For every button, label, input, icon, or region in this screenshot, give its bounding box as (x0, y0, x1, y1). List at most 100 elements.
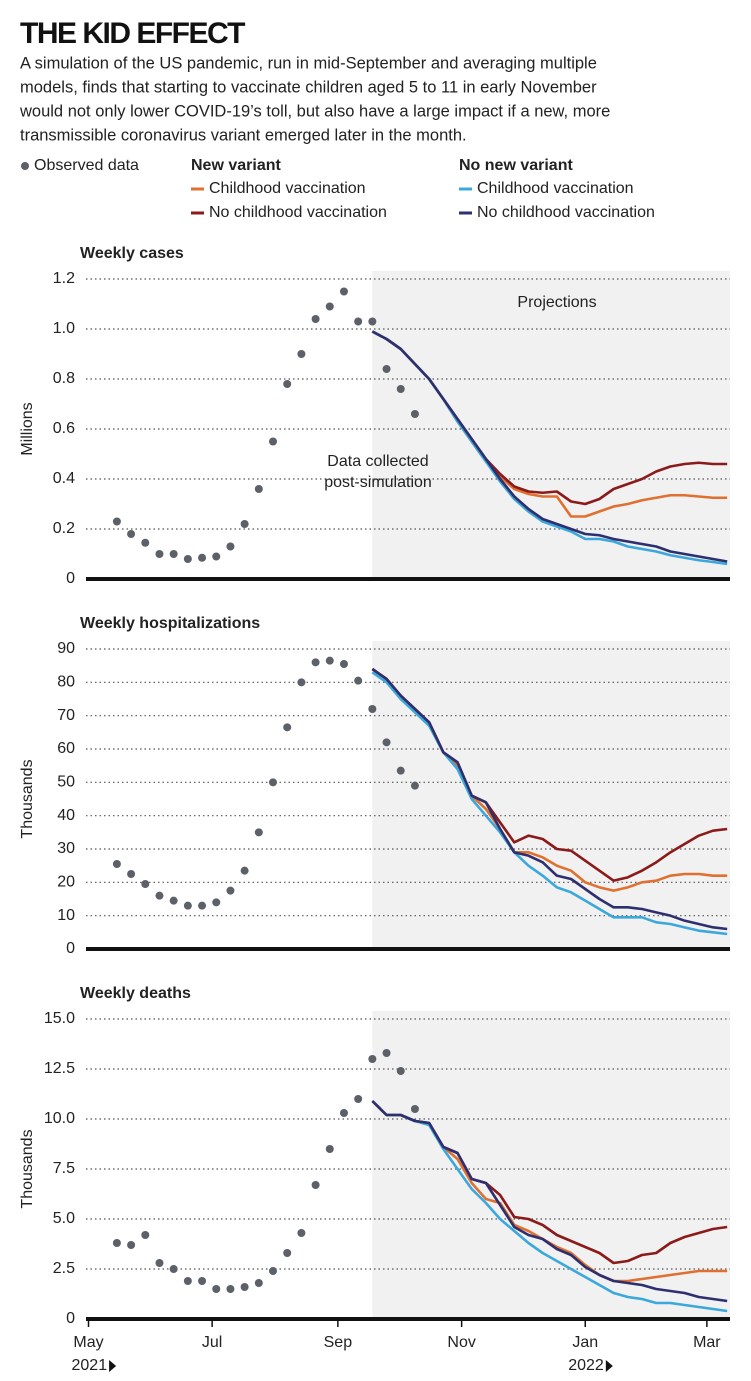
y-tick-label: 0 (66, 570, 75, 587)
observed-point (226, 886, 235, 895)
x-tick-label: Mar (693, 1334, 721, 1351)
observed-point (155, 550, 164, 558)
observed-point (141, 538, 150, 547)
y-tick-label: 7.5 (53, 1160, 75, 1177)
year-arrow (605, 1360, 613, 1372)
observed-point (396, 1067, 405, 1075)
projection-shade (372, 271, 730, 579)
observed-point (283, 723, 292, 732)
panel-title: Weekly cases (80, 245, 184, 262)
observed-point (155, 891, 164, 900)
observed-point (354, 317, 363, 326)
observed-point (311, 658, 320, 667)
panel-title: Weekly hospitalizations (80, 615, 260, 632)
y-tick-label: 0.6 (53, 420, 75, 437)
observed-point (325, 656, 334, 665)
series-line (371, 667, 728, 931)
y-tick-label: 30 (57, 840, 75, 857)
projection-shade (372, 641, 730, 949)
observed-point (311, 315, 320, 323)
observed-point (254, 828, 263, 837)
x-tick-label: Nov (447, 1334, 475, 1351)
observed-point (169, 1265, 178, 1273)
y-tick-label: 1.2 (53, 270, 75, 287)
legend-group: No new variant (459, 157, 573, 174)
observed-point (339, 1109, 348, 1117)
observed-point (269, 437, 278, 446)
observed-point (396, 385, 405, 393)
observed-point (297, 350, 306, 358)
y-tick-label: 10 (57, 907, 75, 924)
observed-point (325, 302, 334, 311)
observed-point (212, 1285, 221, 1293)
x-tick-label: May (73, 1334, 103, 1351)
observed-point (112, 517, 121, 526)
legend-label: No childhood vaccination (209, 204, 387, 221)
legend-label: Childhood vaccination (477, 180, 634, 197)
y-tick-label: 20 (57, 874, 75, 891)
legend-label: No childhood vaccination (477, 204, 655, 221)
y-tick-label: 15.0 (44, 1010, 75, 1027)
observed-point (382, 365, 391, 373)
observed-point (112, 860, 121, 868)
observed-point (254, 485, 263, 493)
observed-point (368, 705, 377, 713)
subtitle: A simulation of the US pandemic, run in … (20, 54, 597, 72)
y-tick-label: 0 (66, 940, 75, 957)
observed-point (325, 1145, 334, 1153)
x-tick-label: Jul (202, 1334, 222, 1351)
observed-point (169, 550, 178, 558)
series-line (371, 1100, 728, 1303)
y-axis-label: Thousands (19, 1129, 36, 1208)
observed-point (254, 1279, 263, 1287)
observed-point (354, 1095, 363, 1103)
observed-point (283, 1249, 292, 1257)
y-tick-label: 0.4 (53, 470, 75, 487)
projection-label: Projections (517, 294, 596, 311)
annotation: Data collected (327, 453, 428, 470)
observed-point (141, 880, 150, 888)
observed-point (396, 766, 405, 775)
y-axis-label: Millions (19, 402, 36, 455)
observed-point (311, 1181, 320, 1189)
observed-point (183, 1277, 192, 1285)
legend-label: Observed data (34, 157, 139, 174)
y-tick-label: 90 (57, 640, 75, 657)
y-tick-label: 40 (57, 807, 75, 824)
observed-point (410, 781, 419, 790)
observed-point (269, 1267, 278, 1275)
observed-point (212, 552, 221, 561)
y-tick-label: 1.0 (53, 320, 75, 337)
x-tick-label: Sep (324, 1334, 353, 1351)
observed-point (297, 678, 306, 687)
observed-point (382, 1049, 391, 1057)
observed-point (339, 287, 348, 296)
observed-point (368, 1055, 377, 1063)
observed-point (212, 898, 221, 907)
y-tick-label: 80 (57, 674, 75, 691)
observed-point (240, 1283, 249, 1291)
observed-point (226, 1285, 235, 1293)
y-tick-label: 0 (66, 1310, 75, 1327)
subtitle: would not only lower COVID-19’s toll, bu… (19, 102, 610, 120)
observed-point (410, 1105, 419, 1113)
x-tick-label: Jan (572, 1334, 598, 1351)
y-tick-label: 60 (57, 740, 75, 757)
x-year-label: 2022 (568, 1357, 604, 1374)
subtitle: transmissible coronavirus variant emerge… (20, 126, 467, 144)
observed-point (198, 901, 207, 910)
observed-point (339, 660, 348, 668)
projection-shade (372, 1011, 730, 1319)
subtitle: models, finds that starting to vaccinate… (20, 78, 597, 96)
observed-point (127, 870, 136, 878)
observed-point (354, 676, 363, 685)
observed-point (127, 530, 136, 538)
observed-point (368, 317, 377, 326)
observed-point (269, 778, 278, 787)
y-tick-label: 0.2 (53, 520, 75, 537)
title: THE KID EFFECT (20, 17, 245, 50)
legend-dot (21, 162, 29, 170)
observed-point (410, 410, 419, 418)
annotation: post-simulation (324, 474, 432, 491)
